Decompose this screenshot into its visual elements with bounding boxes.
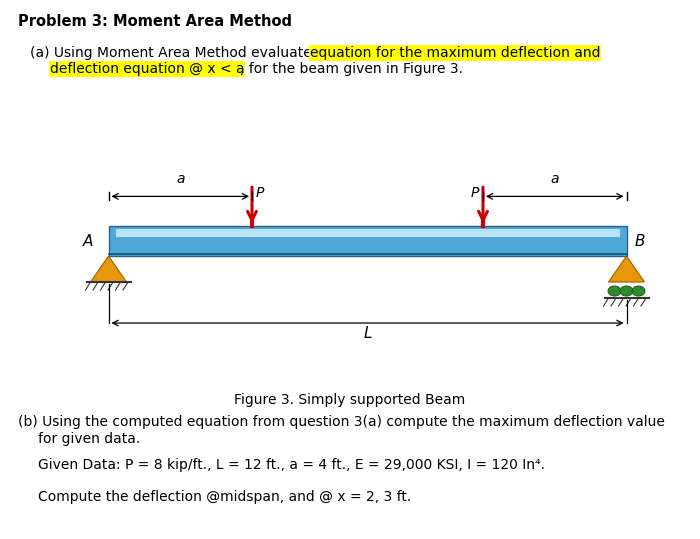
Text: for given data.: for given data. (38, 432, 140, 446)
Text: P: P (256, 186, 265, 201)
Text: (b) Using the computed equation from question 3(a) compute the maximum deflectio: (b) Using the computed equation from que… (18, 415, 665, 429)
Text: B: B (634, 234, 645, 248)
Text: Figure 3. Simply supported Beam: Figure 3. Simply supported Beam (234, 393, 466, 407)
Text: L: L (363, 326, 372, 341)
Text: a: a (176, 172, 185, 186)
Text: a: a (550, 172, 559, 186)
Text: Given Data: P = 8 kip/ft., L = 12 ft., a = 4 ft., E = 29,000 KSI, I = 120 In⁴.: Given Data: P = 8 kip/ft., L = 12 ft., a… (38, 458, 545, 472)
Text: equation for the maximum deflection and: equation for the maximum deflection and (310, 46, 601, 60)
FancyBboxPatch shape (116, 229, 620, 237)
Text: Compute the deflection @midspan, and @ x = 2, 3 ft.: Compute the deflection @midspan, and @ x… (38, 490, 412, 504)
Circle shape (608, 286, 621, 296)
Text: P: P (470, 186, 479, 201)
Text: A: A (83, 234, 94, 248)
FancyBboxPatch shape (108, 226, 626, 256)
Circle shape (632, 286, 645, 296)
Circle shape (620, 286, 633, 296)
Text: , for the beam given in Figure 3.: , for the beam given in Figure 3. (240, 62, 463, 76)
Polygon shape (608, 256, 645, 282)
Text: deflection equation @ x < a: deflection equation @ x < a (50, 62, 244, 76)
Polygon shape (90, 256, 127, 282)
Text: Problem 3: Moment Area Method: Problem 3: Moment Area Method (18, 14, 292, 29)
Text: (a) Using Moment Area Method evaluate the: (a) Using Moment Area Method evaluate th… (30, 46, 343, 60)
